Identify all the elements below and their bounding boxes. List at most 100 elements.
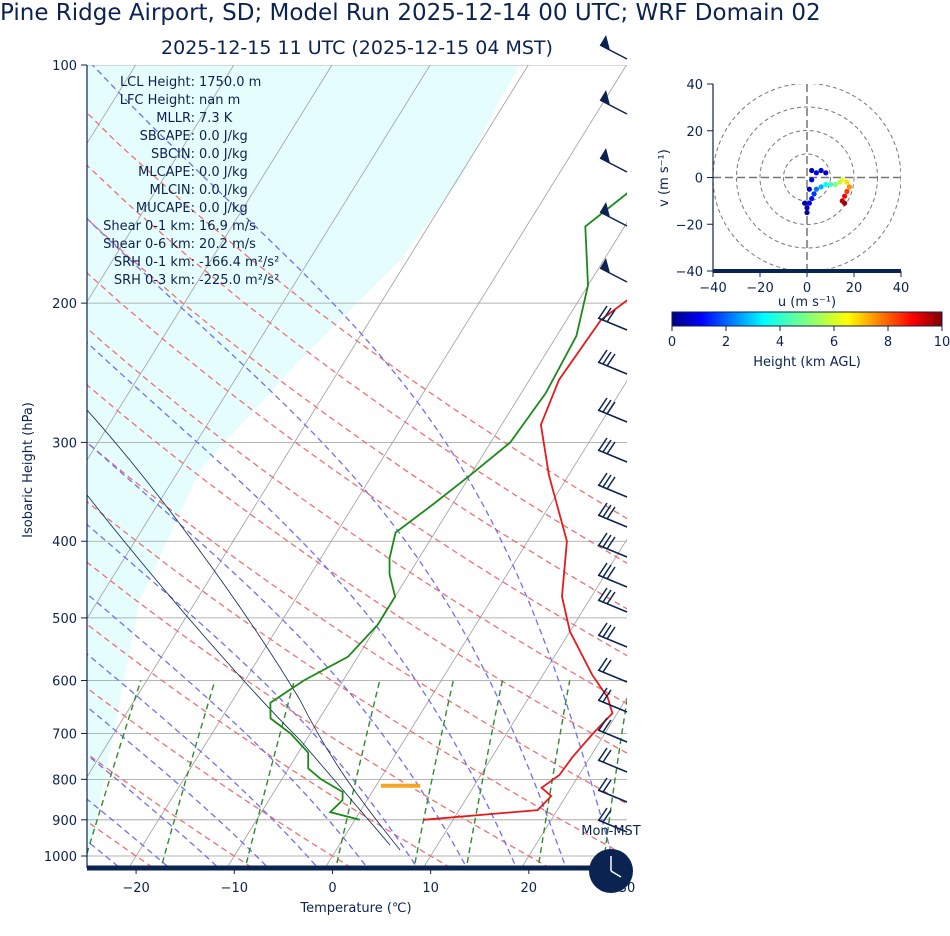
- stat-label: LCL Height:: [120, 75, 195, 90]
- moist-adiabat: [87, 217, 567, 868]
- isotherm-line: [520, 696, 627, 868]
- wind-barb-icon: [597, 562, 628, 588]
- wind-barb-icon: [599, 258, 628, 283]
- hodo-x-tick-label: 0: [803, 281, 811, 296]
- hodo-x-tick-label: −20: [746, 281, 773, 296]
- wind-barb-icon: [597, 502, 628, 528]
- isotherm-line: [87, 65, 333, 461]
- colorbar-tick-label: 0: [668, 335, 676, 350]
- hodo-point: [806, 200, 812, 206]
- wind-barb-icon: [597, 777, 628, 803]
- wind-barb-icon: [599, 148, 628, 173]
- y-tick-label: 900: [52, 814, 77, 829]
- stat-value: 0.0 J/kg: [199, 183, 248, 198]
- stat-value: -225.0 m²/s²: [199, 273, 279, 288]
- moist-adiabat: [87, 593, 369, 868]
- x-tick-label: −10: [221, 881, 248, 896]
- stat-value: -166.4 m²/s²: [199, 255, 279, 270]
- isotherm-grid: [87, 65, 627, 868]
- wind-barbs: [597, 35, 628, 833]
- isotherm-line: [422, 538, 627, 868]
- dry-adiabat: [87, 327, 627, 705]
- x-tick-label: 0: [328, 881, 336, 896]
- colorbar-tick-label: 8: [884, 335, 892, 350]
- hodo-ring: [736, 106, 878, 249]
- y-tick-labels: 100 200 300 400 500 600 700 800 900 1000: [44, 59, 87, 865]
- y-tick-label: 300: [52, 436, 77, 451]
- moist-adiabat: [87, 652, 319, 868]
- mixing-ratio-line: [160, 680, 216, 868]
- stat-label: Shear 0-6 km:: [103, 237, 195, 252]
- dry-adiabat: [87, 752, 254, 868]
- x-tick-label: 10: [422, 881, 439, 896]
- dewpoint-line: [269, 192, 627, 821]
- dry-adiabat: [87, 272, 627, 657]
- isotherm-line: [87, 65, 431, 620]
- stat-label: LFC Height:: [120, 93, 195, 108]
- hodo-ring: [759, 130, 855, 225]
- parcel-path-line: [87, 409, 401, 851]
- stat-label: Shear 0-1 km:: [103, 219, 195, 234]
- stat-label: SRH 0-3 km:: [114, 273, 195, 288]
- parcel-path-line-2: [87, 494, 391, 846]
- hodo-point: [802, 200, 808, 206]
- hodo-point: [811, 191, 817, 197]
- y-tick-label: 500: [52, 612, 77, 627]
- colorbar: [671, 311, 943, 327]
- wind-barb-icon: [597, 397, 628, 423]
- hodo-x-tick-label: 40: [893, 281, 910, 296]
- stat-value: 7.3 K: [199, 111, 233, 126]
- y-axis-label: Isobaric Height (hPa): [21, 402, 36, 538]
- hodo-point: [804, 209, 810, 216]
- hodo-point: [813, 170, 820, 176]
- hodo-x-label: u (m s⁻¹): [778, 295, 836, 310]
- x-tick-labels: −20 −10 0 10 20 30: [122, 868, 635, 896]
- hodo-point: [806, 186, 812, 192]
- hodograph-rings: [713, 84, 901, 271]
- y-tick-label: 200: [52, 297, 77, 312]
- isotherm-line: [87, 65, 529, 778]
- hodo-point: [809, 167, 815, 174]
- moist-adiabat: [87, 441, 468, 868]
- y-tick-label: 100: [52, 59, 77, 74]
- mixing-ratio-line: [465, 680, 504, 868]
- stat-value: nan m: [199, 93, 240, 108]
- stat-value: 20.2 m/s: [199, 237, 256, 252]
- colorbar-tick-label: 4: [776, 335, 784, 350]
- mixing-ratio-line: [413, 680, 454, 868]
- wind-barb-icon: [597, 622, 628, 648]
- x-tick-label: −20: [122, 881, 149, 896]
- hodo-point: [823, 170, 829, 176]
- moist-adiabat-lines: [87, 65, 616, 868]
- hodo-point: [823, 181, 829, 188]
- hodo-y-tick-label: −40: [676, 265, 703, 280]
- chart-title: Pine Ridge Airport, SD; Model Run 2025-1…: [0, 0, 821, 26]
- x-tick-label: 20: [521, 881, 538, 896]
- moist-adiabat: [87, 705, 270, 868]
- hodo-x-tick-label: −40: [699, 281, 726, 296]
- isotherm-line: [87, 65, 235, 303]
- stat-label: SRH 0-1 km:: [114, 255, 195, 270]
- clock-label: Mon-MST: [581, 824, 641, 839]
- hodo-point: [804, 205, 810, 211]
- wind-barb-icon: [597, 349, 628, 375]
- hodo-point: [842, 193, 848, 199]
- stat-label: MLLR:: [156, 111, 195, 126]
- clock-icon: [589, 849, 633, 893]
- hodo-point: [813, 186, 820, 192]
- colorbar-tick-label: 6: [830, 335, 838, 350]
- moist-adiabat: [87, 523, 418, 868]
- skewt-plot-area: [87, 65, 675, 873]
- hodo-y-tick-label: −20: [676, 218, 703, 233]
- chart-subtitle: 2025-12-15 11 UTC (2025-12-15 04 MST): [161, 37, 553, 59]
- colorbar-label: Height (km AGL): [753, 355, 861, 370]
- wind-barb-icon: [597, 532, 628, 558]
- cape-shading: [87, 65, 520, 860]
- y-tick-label: 1000: [44, 850, 77, 865]
- hodo-y-tick-label: 40: [686, 78, 703, 93]
- mixing-ratio-line: [650, 681, 675, 873]
- stat-value: 16.9 m/s: [199, 219, 256, 234]
- dry-adiabat: [87, 687, 354, 868]
- dry-adiabat: [87, 384, 627, 754]
